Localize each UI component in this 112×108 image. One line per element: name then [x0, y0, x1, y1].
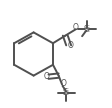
Text: Si: Si [63, 88, 70, 97]
Text: O: O [72, 23, 78, 32]
Text: Si: Si [84, 25, 91, 34]
Text: O: O [68, 41, 74, 50]
Text: O: O [61, 79, 67, 88]
Text: O: O [44, 72, 49, 81]
